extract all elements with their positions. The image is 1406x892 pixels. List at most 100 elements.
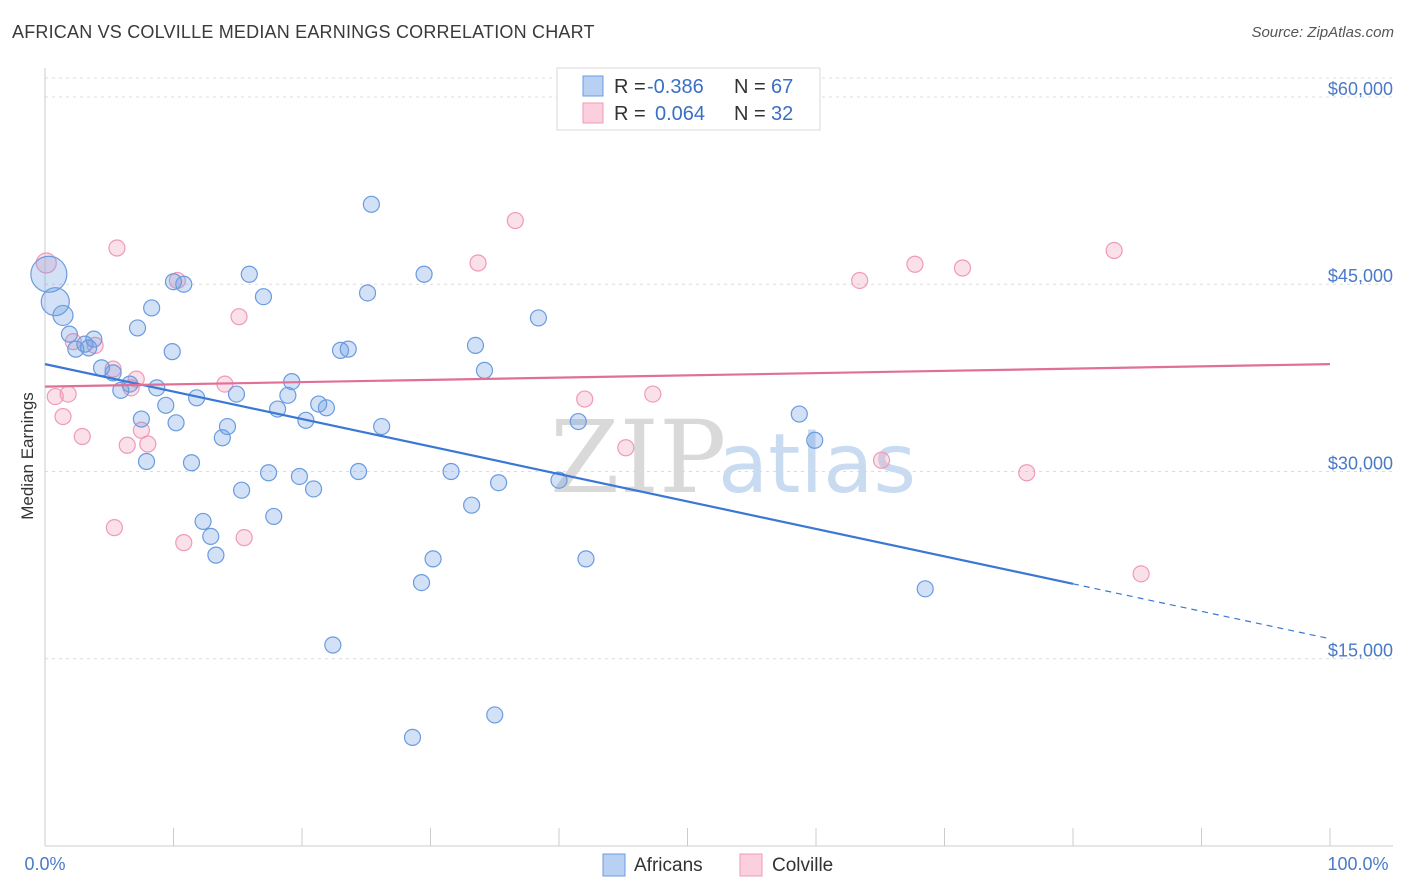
africans-point bbox=[194, 512, 212, 531]
africans-point bbox=[137, 452, 156, 471]
africans-point bbox=[132, 410, 150, 428]
bottom-legend-colville: Colville bbox=[772, 855, 833, 876]
africans-point bbox=[569, 412, 587, 431]
africans-point bbox=[52, 304, 74, 327]
africans-point bbox=[790, 405, 808, 423]
africans-point bbox=[466, 336, 485, 354]
legend-r-value-colville: 0.064 bbox=[655, 103, 705, 125]
colville-point bbox=[617, 439, 635, 457]
africans-point bbox=[490, 474, 508, 492]
correlation-legend: R = -0.386 N = 67 R = 0.064 N = 32 bbox=[556, 67, 821, 131]
colville-point bbox=[872, 451, 891, 469]
y-tick-label: $60,000 bbox=[1328, 79, 1393, 99]
africans-point bbox=[442, 462, 460, 481]
bottom-legend-africans: Africans bbox=[634, 855, 703, 876]
y-tick-labels: $15,000 $30,000 $45,000 $60,000 bbox=[1328, 79, 1393, 661]
colville-point bbox=[851, 271, 869, 290]
africans-point bbox=[403, 728, 422, 746]
legend-n-label-colville: N = bbox=[734, 103, 766, 125]
africans-point bbox=[529, 309, 548, 327]
colville-point bbox=[953, 259, 972, 277]
africans-point bbox=[164, 273, 183, 291]
africans-point bbox=[279, 386, 297, 404]
africans-points bbox=[30, 195, 934, 746]
africans-point bbox=[182, 454, 201, 472]
colville-point bbox=[506, 211, 524, 230]
africans-point bbox=[486, 706, 504, 724]
colville-point bbox=[1018, 464, 1036, 482]
africans-point bbox=[916, 580, 934, 598]
colville-point bbox=[230, 308, 248, 326]
legend-swatch-colville bbox=[582, 102, 604, 124]
africans-point bbox=[157, 396, 175, 414]
africans-point bbox=[218, 417, 237, 436]
bottom-legend-swatch-colville bbox=[739, 853, 763, 877]
colville-point bbox=[59, 385, 77, 403]
africans-point bbox=[415, 265, 433, 283]
x-tick-label: 0.0% bbox=[24, 854, 65, 874]
colville-point bbox=[576, 390, 594, 408]
africans-point bbox=[85, 330, 103, 348]
africans-point bbox=[175, 275, 193, 293]
y-tick-label: $30,000 bbox=[1328, 453, 1393, 473]
africans-point bbox=[550, 471, 568, 489]
colville-point bbox=[54, 407, 72, 426]
grid-lines bbox=[45, 77, 1393, 660]
africans-point bbox=[424, 550, 442, 568]
africans-point bbox=[60, 325, 79, 343]
legend-n-value-africans: 67 bbox=[771, 76, 793, 98]
africans-point bbox=[213, 429, 231, 447]
colville-point bbox=[73, 427, 91, 446]
africans-point bbox=[317, 399, 336, 417]
y-tick-label: $45,000 bbox=[1328, 266, 1393, 286]
africans-point bbox=[290, 467, 309, 486]
colville-point bbox=[105, 519, 123, 537]
colville-point bbox=[235, 529, 253, 547]
legend-r-value-africans: -0.386 bbox=[647, 76, 704, 98]
watermark-zip: ZIP bbox=[550, 399, 726, 516]
africans-point bbox=[362, 195, 380, 213]
africans-point bbox=[259, 464, 278, 482]
africans-point bbox=[304, 480, 323, 498]
africans-trend-extension bbox=[1072, 583, 1331, 640]
chart-title: AFRICAN VS COLVILLE MEDIAN EARNINGS CORR… bbox=[12, 22, 595, 42]
africans-point bbox=[202, 527, 220, 546]
bottom-legend-swatch-africans bbox=[602, 853, 626, 877]
africans-point bbox=[806, 431, 824, 449]
source-credit: Source: ZipAtlas.com bbox=[1251, 24, 1394, 41]
africans-point bbox=[254, 288, 273, 306]
series-legend: Africans Colville bbox=[602, 853, 833, 877]
africans-point bbox=[577, 550, 595, 568]
colville-point bbox=[118, 436, 136, 454]
colville-point bbox=[1105, 241, 1123, 260]
y-axis-label: Median Earnings bbox=[18, 392, 37, 520]
colville-point bbox=[906, 255, 924, 273]
legend-n-label-africans: N = bbox=[734, 76, 766, 98]
colville-point bbox=[175, 534, 193, 552]
legend-r-label-colville: R = bbox=[614, 103, 646, 125]
africans-point bbox=[143, 299, 161, 317]
africans-point bbox=[40, 287, 70, 317]
x-tick-labels: 0.0% 100.0% bbox=[24, 854, 1388, 874]
africans-point bbox=[163, 343, 181, 361]
colville-point bbox=[108, 239, 126, 257]
africans-point bbox=[30, 255, 68, 293]
africans-point bbox=[207, 546, 225, 564]
africans-point bbox=[265, 507, 283, 526]
colville-point bbox=[1132, 565, 1150, 583]
africans-point bbox=[240, 265, 258, 283]
africans-point bbox=[339, 340, 357, 358]
axes bbox=[44, 68, 1393, 847]
africans-point bbox=[324, 636, 342, 654]
africans-point bbox=[167, 414, 185, 432]
africans-point bbox=[67, 340, 85, 358]
legend-swatch-africans bbox=[582, 75, 604, 97]
y-tick-label: $15,000 bbox=[1328, 641, 1393, 661]
x-tick-label: 100.0% bbox=[1327, 854, 1388, 874]
africans-point bbox=[349, 462, 368, 481]
africans-trend-line bbox=[44, 363, 1074, 585]
africans-point bbox=[128, 319, 147, 337]
africans-point bbox=[475, 361, 494, 379]
legend-n-value-colville: 32 bbox=[771, 103, 793, 125]
